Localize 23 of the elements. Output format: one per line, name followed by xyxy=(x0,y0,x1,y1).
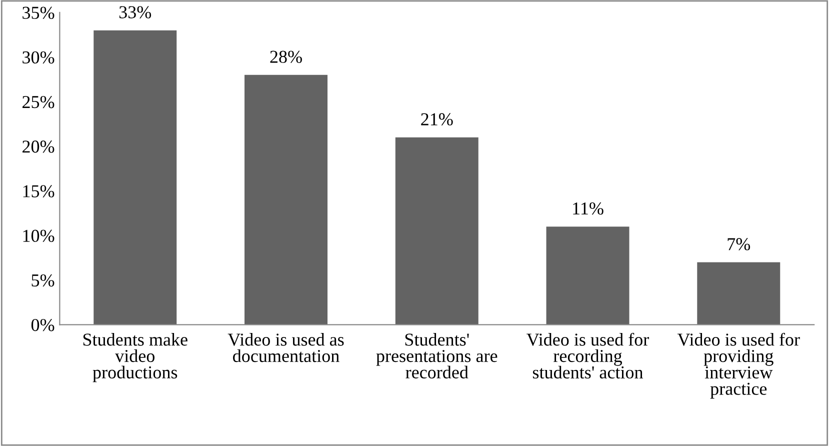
data-label: 33% xyxy=(119,6,152,18)
y-tick-label: 5% xyxy=(32,274,54,287)
bar xyxy=(546,226,630,325)
x-tick-label: Video is used for providing interview practice xyxy=(677,332,800,399)
y-tick-label: 15% xyxy=(23,185,54,198)
bar xyxy=(94,30,177,325)
bar xyxy=(244,74,328,325)
data-label: 21% xyxy=(421,113,453,126)
y-tick-label: 30% xyxy=(22,51,54,64)
x-tick-label: Video is used as documentation xyxy=(228,333,344,362)
x-tick-label: Video is used for recording students' action xyxy=(526,332,649,379)
bar xyxy=(697,262,780,325)
y-tick-label: 10% xyxy=(23,230,54,242)
y-tick-label: 0% xyxy=(31,318,54,332)
y-tick-label: 20% xyxy=(22,140,54,153)
y-tick-label: 35% xyxy=(22,6,54,19)
y-tick-label: 25% xyxy=(22,96,54,108)
x-tick-label: Students make video productions xyxy=(83,333,188,382)
bar xyxy=(395,137,478,325)
data-label: 7% xyxy=(728,238,750,250)
data-label: 11% xyxy=(573,202,604,215)
x-tick-label: Students' presentations are recorded xyxy=(376,333,498,378)
data-label: 28% xyxy=(270,50,302,63)
